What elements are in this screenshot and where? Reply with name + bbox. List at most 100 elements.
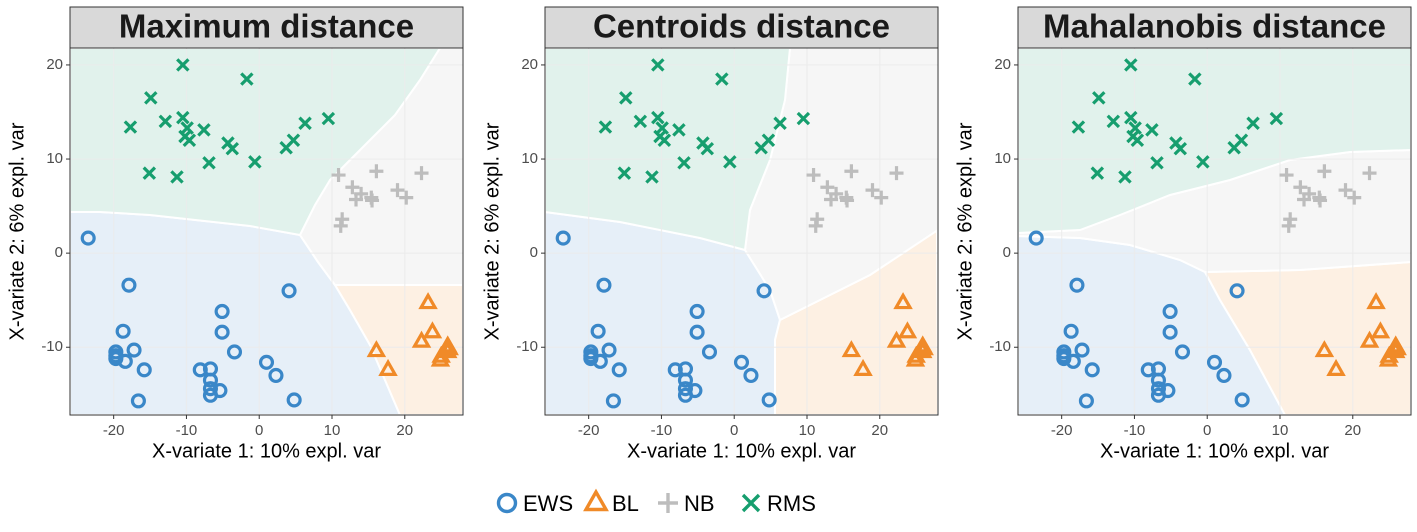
point — [1160, 382, 1176, 399]
point — [126, 342, 142, 358]
point — [611, 362, 627, 378]
panel: -20 -10 0 10 20 -10 0 10 20 Maximum distance X-var… — [6, 6, 464, 462]
point — [741, 493, 761, 513]
x-tick-label: 0 — [730, 422, 738, 439]
point — [761, 392, 777, 408]
point — [715, 72, 729, 86]
y-tick-label: 10 — [521, 150, 538, 167]
point — [645, 170, 659, 184]
point — [605, 393, 621, 409]
point — [1090, 166, 1105, 180]
x-tick-label: 20 — [1344, 422, 1361, 439]
point — [1387, 338, 1407, 356]
decision-region — [69, 47, 442, 237]
point — [378, 358, 398, 376]
point — [914, 338, 934, 356]
x-tick-label: -10 — [651, 422, 673, 439]
point — [121, 277, 137, 293]
point — [689, 303, 705, 320]
x-axis-title: X-variate 1: 10% expl. var — [1100, 440, 1329, 462]
point — [601, 342, 617, 358]
y-tick-label: -10 — [516, 338, 538, 355]
point — [1196, 155, 1210, 169]
point — [225, 141, 240, 156]
panel-title: Centroids distance — [593, 8, 890, 45]
point — [1297, 192, 1312, 207]
point — [1370, 321, 1391, 339]
point — [598, 120, 613, 134]
title-strip — [69, 6, 464, 49]
point — [369, 164, 384, 179]
point — [590, 323, 606, 339]
point — [333, 218, 348, 233]
point — [733, 354, 750, 370]
point — [366, 340, 387, 358]
point — [202, 156, 216, 170]
legend-label: RMS — [767, 491, 816, 516]
point — [1140, 362, 1156, 378]
point — [1229, 283, 1245, 299]
point — [1338, 183, 1353, 198]
x-tick-label: 10 — [799, 422, 816, 439]
point — [701, 344, 718, 360]
point — [298, 116, 312, 131]
decision-region — [544, 47, 792, 252]
point — [1130, 133, 1145, 147]
point — [144, 91, 158, 105]
point — [893, 292, 913, 310]
point — [874, 190, 889, 205]
point — [555, 230, 571, 246]
point — [192, 362, 208, 378]
y-tick-label: 20 — [521, 56, 538, 73]
point — [1378, 349, 1399, 367]
point — [258, 354, 275, 370]
y-axis-title: X-variate 2: 6% expl. var — [954, 122, 976, 340]
point — [658, 493, 678, 513]
plot-background — [70, 48, 463, 415]
legend-label: NB — [684, 491, 715, 516]
point — [115, 323, 131, 339]
point — [1314, 340, 1335, 358]
title-strip — [544, 6, 939, 49]
y-axis-title: X-variate 2: 6% expl. var — [481, 122, 503, 340]
point — [1074, 342, 1090, 358]
point — [418, 292, 438, 310]
point — [281, 283, 297, 299]
point — [136, 362, 152, 378]
point — [1063, 323, 1079, 339]
y-tick-label: 20 — [46, 56, 63, 73]
point — [1028, 230, 1044, 246]
x-tick-label: -20 — [578, 422, 600, 439]
point — [496, 492, 518, 514]
point — [824, 192, 839, 207]
point — [117, 353, 133, 369]
point — [1150, 381, 1167, 397]
panel-title: Maximum distance — [119, 8, 414, 45]
point — [743, 367, 759, 384]
legend: EWS BL NB RMS — [496, 488, 816, 516]
point — [1246, 116, 1260, 131]
point — [773, 116, 787, 131]
point — [619, 91, 633, 105]
point — [689, 324, 705, 340]
y-tick-label: 10 — [994, 150, 1011, 167]
point — [176, 58, 190, 72]
point — [853, 358, 873, 376]
point — [331, 168, 346, 183]
panel-title: Mahalanobis distance — [1043, 8, 1386, 45]
point — [1366, 292, 1386, 310]
point — [700, 141, 715, 156]
point — [349, 192, 364, 207]
point — [399, 190, 414, 205]
point — [1206, 354, 1223, 370]
point — [865, 183, 880, 198]
x-tick-label: -20 — [1051, 422, 1073, 439]
point — [839, 190, 854, 205]
point — [905, 349, 926, 367]
point — [1124, 110, 1138, 125]
panel: -20 -10 0 10 20 -10 0 10 20 Mahalanobis distance X… — [954, 6, 1412, 462]
point — [1216, 367, 1232, 384]
point — [1078, 393, 1094, 409]
point — [321, 111, 336, 126]
